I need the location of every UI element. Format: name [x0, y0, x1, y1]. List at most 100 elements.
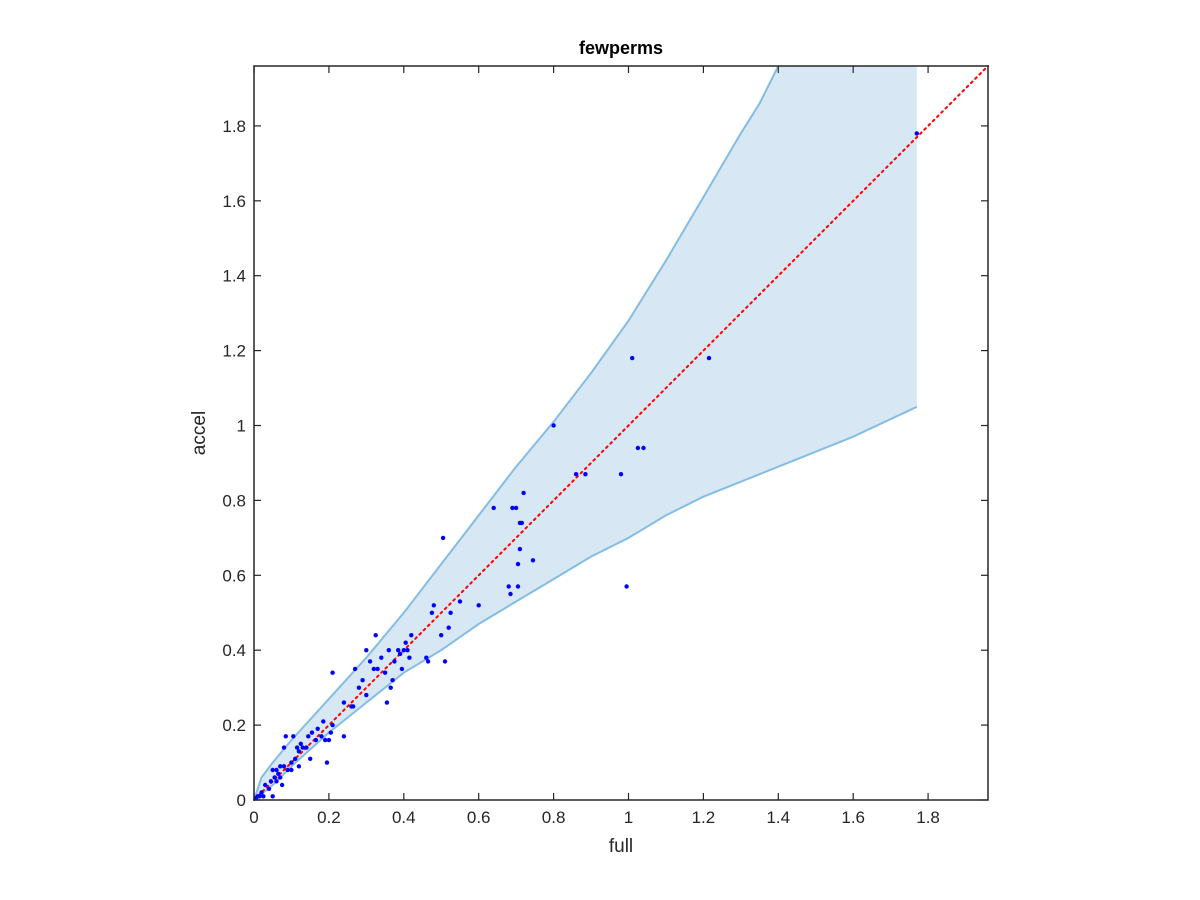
data-point-71 [409, 633, 414, 638]
data-point-42 [330, 722, 335, 728]
y-tick-label: 1.4 [222, 267, 246, 286]
x-tick-label: 1 [624, 808, 633, 827]
data-point-3 [259, 790, 264, 795]
data-point-101 [635, 445, 641, 451]
data-point-66 [399, 666, 405, 672]
data-point-40 [326, 737, 332, 743]
data-point-68 [403, 640, 408, 645]
scatter-points [253, 131, 919, 801]
data-point-48 [352, 666, 358, 672]
data-point-17 [281, 745, 287, 750]
data-point-27 [296, 749, 302, 754]
data-point-2 [257, 794, 262, 799]
data-point-57 [379, 655, 384, 660]
data-point-91 [517, 546, 523, 552]
data-point-14 [278, 764, 283, 769]
data-point-58 [382, 670, 388, 675]
data-point-13 [276, 771, 281, 776]
confidence-band-lower-edge [253, 405, 918, 801]
data-point-96 [573, 472, 579, 477]
data-point-94 [530, 558, 536, 563]
data-point-55 [373, 633, 378, 638]
data-point-11 [274, 779, 279, 784]
y-tick-label: 1.6 [222, 192, 246, 211]
x-tick-label: 0.4 [392, 808, 416, 827]
x-tick-label: 0 [249, 808, 258, 827]
axes-box [253, 65, 989, 801]
data-point-30 [304, 745, 309, 750]
data-point-81 [457, 599, 463, 604]
x-tick-label: 1.6 [841, 808, 865, 827]
data-point-25 [294, 745, 300, 750]
data-point-61 [388, 685, 393, 690]
data-point-38 [323, 737, 328, 743]
data-point-34 [313, 737, 318, 743]
y-tick-label: 1.8 [222, 117, 246, 136]
x-tick-label: 1.8 [916, 808, 940, 827]
x-axis-ticks: 0 0.2 0.4 0.6 0.8 1 1.2 1.4 1.6 1.8 [249, 66, 940, 827]
y-tick-label: 0 [237, 791, 246, 810]
x-axis-label: full [609, 836, 633, 857]
data-point-33 [309, 730, 315, 735]
data-point-31 [306, 734, 311, 739]
data-point-74 [429, 610, 435, 615]
data-point-52 [364, 692, 369, 698]
data-point-59 [384, 700, 390, 705]
data-point-7 [268, 779, 274, 784]
data-point-95 [551, 423, 556, 428]
data-point-98 [618, 472, 624, 477]
data-point-100 [630, 355, 635, 361]
data-point-89 [515, 561, 521, 567]
data-point-43 [330, 670, 335, 675]
data-point-78 [442, 659, 448, 664]
data-point-73 [425, 659, 431, 664]
data-point-67 [401, 648, 406, 653]
data-point-36 [319, 734, 324, 739]
data-point-103 [706, 355, 712, 361]
confidence-band-fill [254, 66, 917, 800]
data-point-15 [278, 775, 283, 780]
data-point-6 [266, 786, 272, 791]
data-point-62 [390, 678, 395, 683]
data-point-50 [360, 678, 365, 683]
data-point-84 [506, 584, 511, 589]
chart-title: fewperms [579, 38, 663, 58]
data-point-82 [476, 603, 481, 608]
data-point-72 [424, 655, 429, 660]
data-point-19 [283, 734, 288, 739]
data-point-86 [510, 505, 515, 511]
x-tick-label: 0.8 [542, 808, 566, 827]
y-tick-label: 0.4 [222, 641, 246, 660]
data-point-80 [448, 610, 453, 615]
data-point-54 [371, 666, 376, 672]
data-point-65 [397, 651, 403, 657]
data-point-41 [328, 730, 333, 735]
confidence-band-upper-edge [253, 65, 780, 801]
y-axis-ticks: 0 0.2 0.4 0.6 0.8 1 1.2 1.4 1.6 1.8 [222, 117, 988, 810]
data-point-102 [641, 445, 646, 451]
data-point-8 [270, 767, 275, 773]
y-tick-label: 0.6 [222, 566, 246, 585]
data-point-60 [386, 648, 391, 653]
x-tick-label: 0.6 [467, 808, 491, 827]
identity-reference-line [253, 65, 989, 801]
data-point-26 [296, 764, 302, 769]
data-point-69 [405, 648, 410, 653]
x-tick-label: 1.4 [766, 808, 790, 827]
y-tick-label: 1 [237, 417, 246, 436]
data-point-51 [364, 648, 369, 653]
data-point-45 [341, 734, 347, 739]
data-point-35 [315, 726, 320, 731]
data-point-99 [624, 584, 629, 589]
data-point-20 [285, 767, 290, 773]
data-point-85 [508, 591, 513, 597]
data-point-63 [392, 659, 397, 664]
data-point-47 [351, 704, 356, 709]
data-point-64 [396, 648, 401, 653]
data-point-92 [519, 520, 524, 526]
data-point-83 [491, 505, 496, 511]
y-tick-label: 0.2 [222, 716, 246, 735]
data-point-39 [324, 760, 330, 765]
data-point-9 [270, 794, 275, 799]
